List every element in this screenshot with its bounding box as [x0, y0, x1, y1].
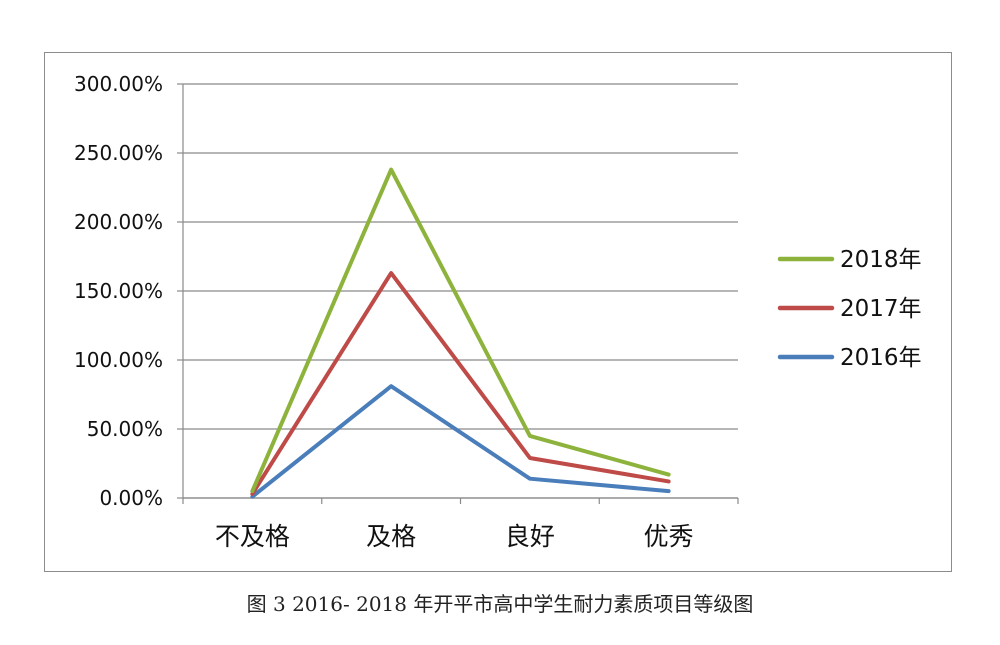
series-line: [250, 271, 671, 496]
legend-label: 2017年: [840, 296, 922, 322]
series-line: [250, 167, 671, 494]
legend-label: 2016年: [840, 345, 922, 371]
y-tick-label: 50.00%: [87, 417, 163, 441]
legend-label: 2018年: [840, 247, 922, 273]
y-tick-label: 0.00%: [99, 486, 163, 510]
figure-caption: 图 3 2016- 2018 年开平市高中学生耐力素质项目等级图: [246, 592, 754, 616]
y-tick-label: 250.00%: [74, 141, 163, 165]
x-tick-label: 不及格: [215, 522, 290, 551]
x-tick-label: 优秀: [644, 522, 694, 551]
series-line: [250, 384, 671, 499]
chart-frame: [44, 52, 952, 572]
x-tick-label: 良好: [505, 522, 555, 551]
x-tick-label: 及格: [366, 522, 416, 551]
y-tick-label: 300.00%: [74, 72, 163, 96]
y-tick-label: 200.00%: [74, 210, 163, 234]
y-tick-label: 150.00%: [74, 279, 163, 303]
y-tick-label: 100.00%: [74, 348, 163, 372]
